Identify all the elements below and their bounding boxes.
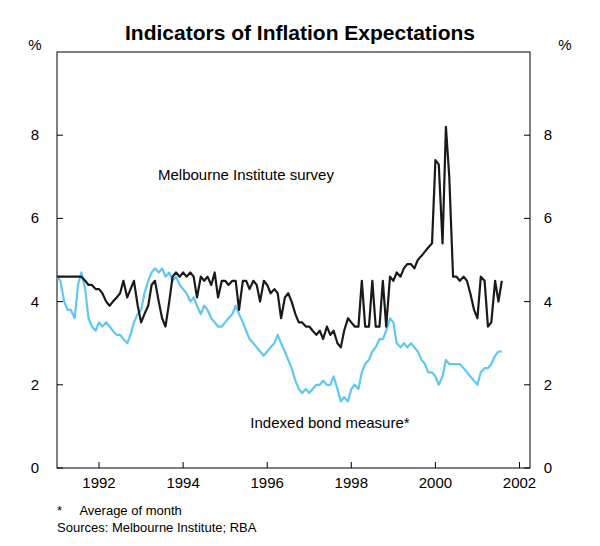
y-axis-label: %: [28, 36, 41, 53]
footnote: Sources: Melbourne Institute; RBA: [57, 520, 257, 535]
x-tick-label: 2002: [503, 474, 536, 491]
y-tick-label: 2: [31, 376, 39, 393]
y2-tick-label: 6: [544, 209, 552, 226]
y2-tick-label: 4: [544, 293, 552, 310]
x-tick: [351, 462, 352, 468]
y-tick-label: 0: [31, 459, 39, 476]
x-tick-label: 1994: [166, 474, 199, 491]
chart: Indicators of Inflation Expectations%%02…: [0, 0, 600, 546]
series-label: Indexed bond measure*: [250, 414, 409, 431]
y-tick-label: 6: [31, 209, 39, 226]
y-tick: [57, 384, 63, 385]
title: Indicators of Inflation Expectations: [125, 21, 475, 44]
x-tick: [519, 462, 520, 468]
y2-tick: [524, 468, 530, 469]
x-tick: [435, 462, 436, 468]
y2-tick: [524, 218, 530, 219]
series-group: [57, 127, 502, 402]
y-tick: [57, 301, 63, 302]
y2-tick: [524, 135, 530, 136]
y2-tick-label: 0: [544, 459, 552, 476]
series-line: [57, 268, 502, 401]
y-tick: [57, 468, 63, 469]
footnote: * Average of month: [57, 503, 182, 518]
y2-tick: [524, 301, 530, 302]
y-tick: [57, 135, 63, 136]
x-tick: [99, 462, 100, 468]
series-line: [57, 127, 502, 347]
x-tick-label: 1996: [251, 474, 284, 491]
x-tick: [183, 462, 184, 468]
y-tick-label: 4: [31, 293, 39, 310]
y2-axis-label: %: [558, 36, 571, 53]
y2-tick: [524, 384, 530, 385]
y-tick-label: 8: [31, 126, 39, 143]
x-tick-label: 1998: [335, 474, 368, 491]
x-tick: [267, 462, 268, 468]
x-tick-label: 1992: [82, 474, 115, 491]
y-tick: [57, 218, 63, 219]
series-label: Melbourne Institute survey: [158, 166, 334, 183]
y2-tick-label: 2: [544, 376, 552, 393]
y2-tick-label: 8: [544, 126, 552, 143]
plot-frame: [57, 52, 530, 468]
x-tick-label: 2000: [419, 474, 452, 491]
